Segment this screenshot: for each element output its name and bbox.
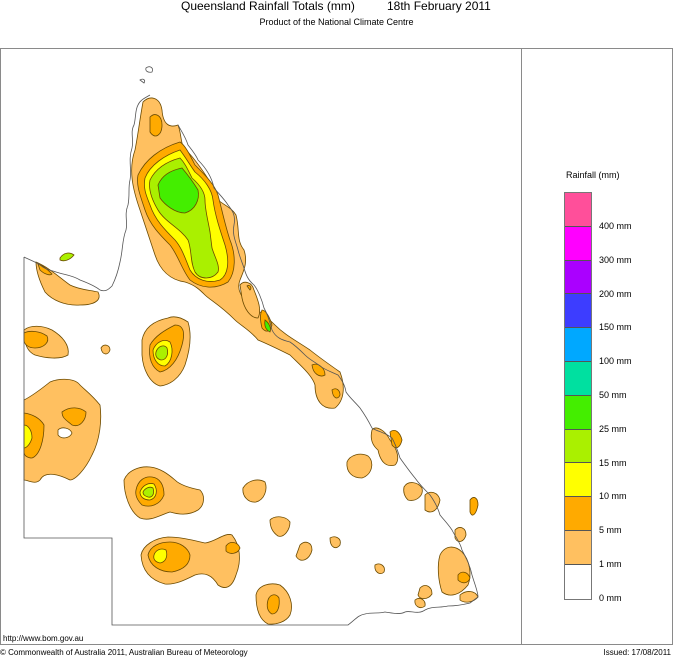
- legend-swatch-15-25: [565, 429, 591, 464]
- legend-label: 100 mm: [599, 356, 632, 366]
- legend-label: 150 mm: [599, 322, 632, 332]
- rainfall-map: [23, 66, 479, 626]
- map-subtitle: Product of the National Climate Centre: [259, 17, 414, 27]
- rain-zone-1-5mm: [100, 344, 111, 355]
- map-date: 18th February 2011: [387, 0, 491, 13]
- legend-label: 10 mm: [599, 491, 627, 501]
- legend-swatch-400-plus: [565, 193, 591, 227]
- legend-swatch-150-200: [565, 294, 591, 329]
- issued-date: Issued: 17/08/2011: [603, 648, 671, 657]
- rain-zone-1-5mm: [374, 563, 385, 574]
- rain-zone-1-5mm: [346, 453, 373, 479]
- rain-zone-1-5mm: [403, 482, 423, 501]
- legend-label: 200 mm: [599, 289, 632, 299]
- rain-zone-5-10mm: [331, 388, 341, 399]
- queensland-border: [23, 257, 479, 626]
- rain-zone-15-25mm: [155, 345, 169, 361]
- rain-zone-1-5mm: [454, 527, 467, 542]
- rain-zone-10-15mm: [153, 548, 168, 564]
- rain-zone-0-1mm: [57, 427, 73, 439]
- rain-zone-15-25mm: [264, 319, 271, 333]
- legend-swatch-100-150: [565, 328, 591, 362]
- rain-zone-5-10mm: [266, 594, 280, 615]
- copyright-notice: © Commonwealth of Australia 2011, Austra…: [0, 648, 248, 657]
- legend-divider: [521, 48, 522, 645]
- rain-zone-5-10mm: [61, 407, 87, 427]
- legend-label: 25 mm: [599, 424, 627, 434]
- rain-zone-15-25mm: [142, 486, 155, 498]
- bom-url-link[interactable]: http://www.bom.gov.au: [3, 634, 84, 643]
- rain-zone-1-5mm: [329, 536, 341, 549]
- map-title: Queensland Rainfall Totals (mm): [181, 0, 355, 13]
- legend-label: 50 mm: [599, 390, 627, 400]
- legend-color-bar: [564, 192, 592, 600]
- legend-label: 5 mm: [599, 525, 622, 535]
- rain-zone-5-10mm: [149, 114, 163, 137]
- rain-zone-1-5mm: [414, 598, 426, 608]
- legend-label: 300 mm: [599, 255, 632, 265]
- rain-zone-5-10mm: [389, 430, 403, 449]
- legend-label: 1 mm: [599, 559, 622, 569]
- rain-zone-1-5mm: [269, 516, 291, 537]
- map-header: Queensland Rainfall Totals (mm) 18th Feb…: [0, 0, 674, 14]
- legend-swatch-5-10: [565, 497, 591, 531]
- rain-zone-10-15mm: [23, 424, 33, 449]
- rain-zone-1-5mm: [239, 281, 261, 319]
- rain-zone-25-50mm: [157, 167, 199, 214]
- rain-zone-1-5mm: [295, 541, 313, 561]
- rain-zone-5-10mm: [457, 571, 471, 584]
- state-outline: [23, 66, 479, 626]
- legend-swatch-200-300: [565, 260, 591, 295]
- rain-zone-5-10mm: [37, 263, 53, 276]
- torres-island: [139, 78, 146, 84]
- rain-zone-1-5mm: [370, 427, 399, 467]
- rain-zone-5-10mm: [23, 330, 49, 349]
- rain-zone-1-5mm: [417, 585, 433, 600]
- legend-label: 400 mm: [599, 221, 632, 231]
- rain-zone-5-10mm: [23, 412, 45, 459]
- legend-swatch-50-100: [565, 361, 591, 396]
- legend-swatch-25-50: [565, 395, 591, 430]
- rain-zone-1-5mm: [246, 285, 252, 291]
- legend-label: 0 mm: [599, 593, 622, 603]
- gulf-island: [145, 66, 153, 73]
- rain-zone-1-5mm: [459, 591, 479, 603]
- rain-zone-1-5mm: [424, 491, 441, 513]
- rain-zone-1-5mm: [437, 546, 471, 596]
- legend-swatch-10-15: [565, 463, 591, 498]
- legend-title: Rainfall (mm): [566, 170, 620, 180]
- legend-swatch-300-400: [565, 226, 591, 261]
- rain-zone-5-10mm: [225, 542, 241, 554]
- rain-zone-1-5mm: [35, 261, 100, 306]
- rain-zone-25-50mm: [59, 252, 75, 262]
- legend-swatch-0-1: [565, 564, 591, 599]
- legend-swatch-1-5: [565, 530, 591, 565]
- legend-label: 15 mm: [599, 458, 627, 468]
- rain-zone-1-5mm: [242, 479, 267, 503]
- map-frame: [0, 48, 673, 645]
- rain-zone-5-10mm: [469, 497, 479, 516]
- coastline: [23, 94, 479, 598]
